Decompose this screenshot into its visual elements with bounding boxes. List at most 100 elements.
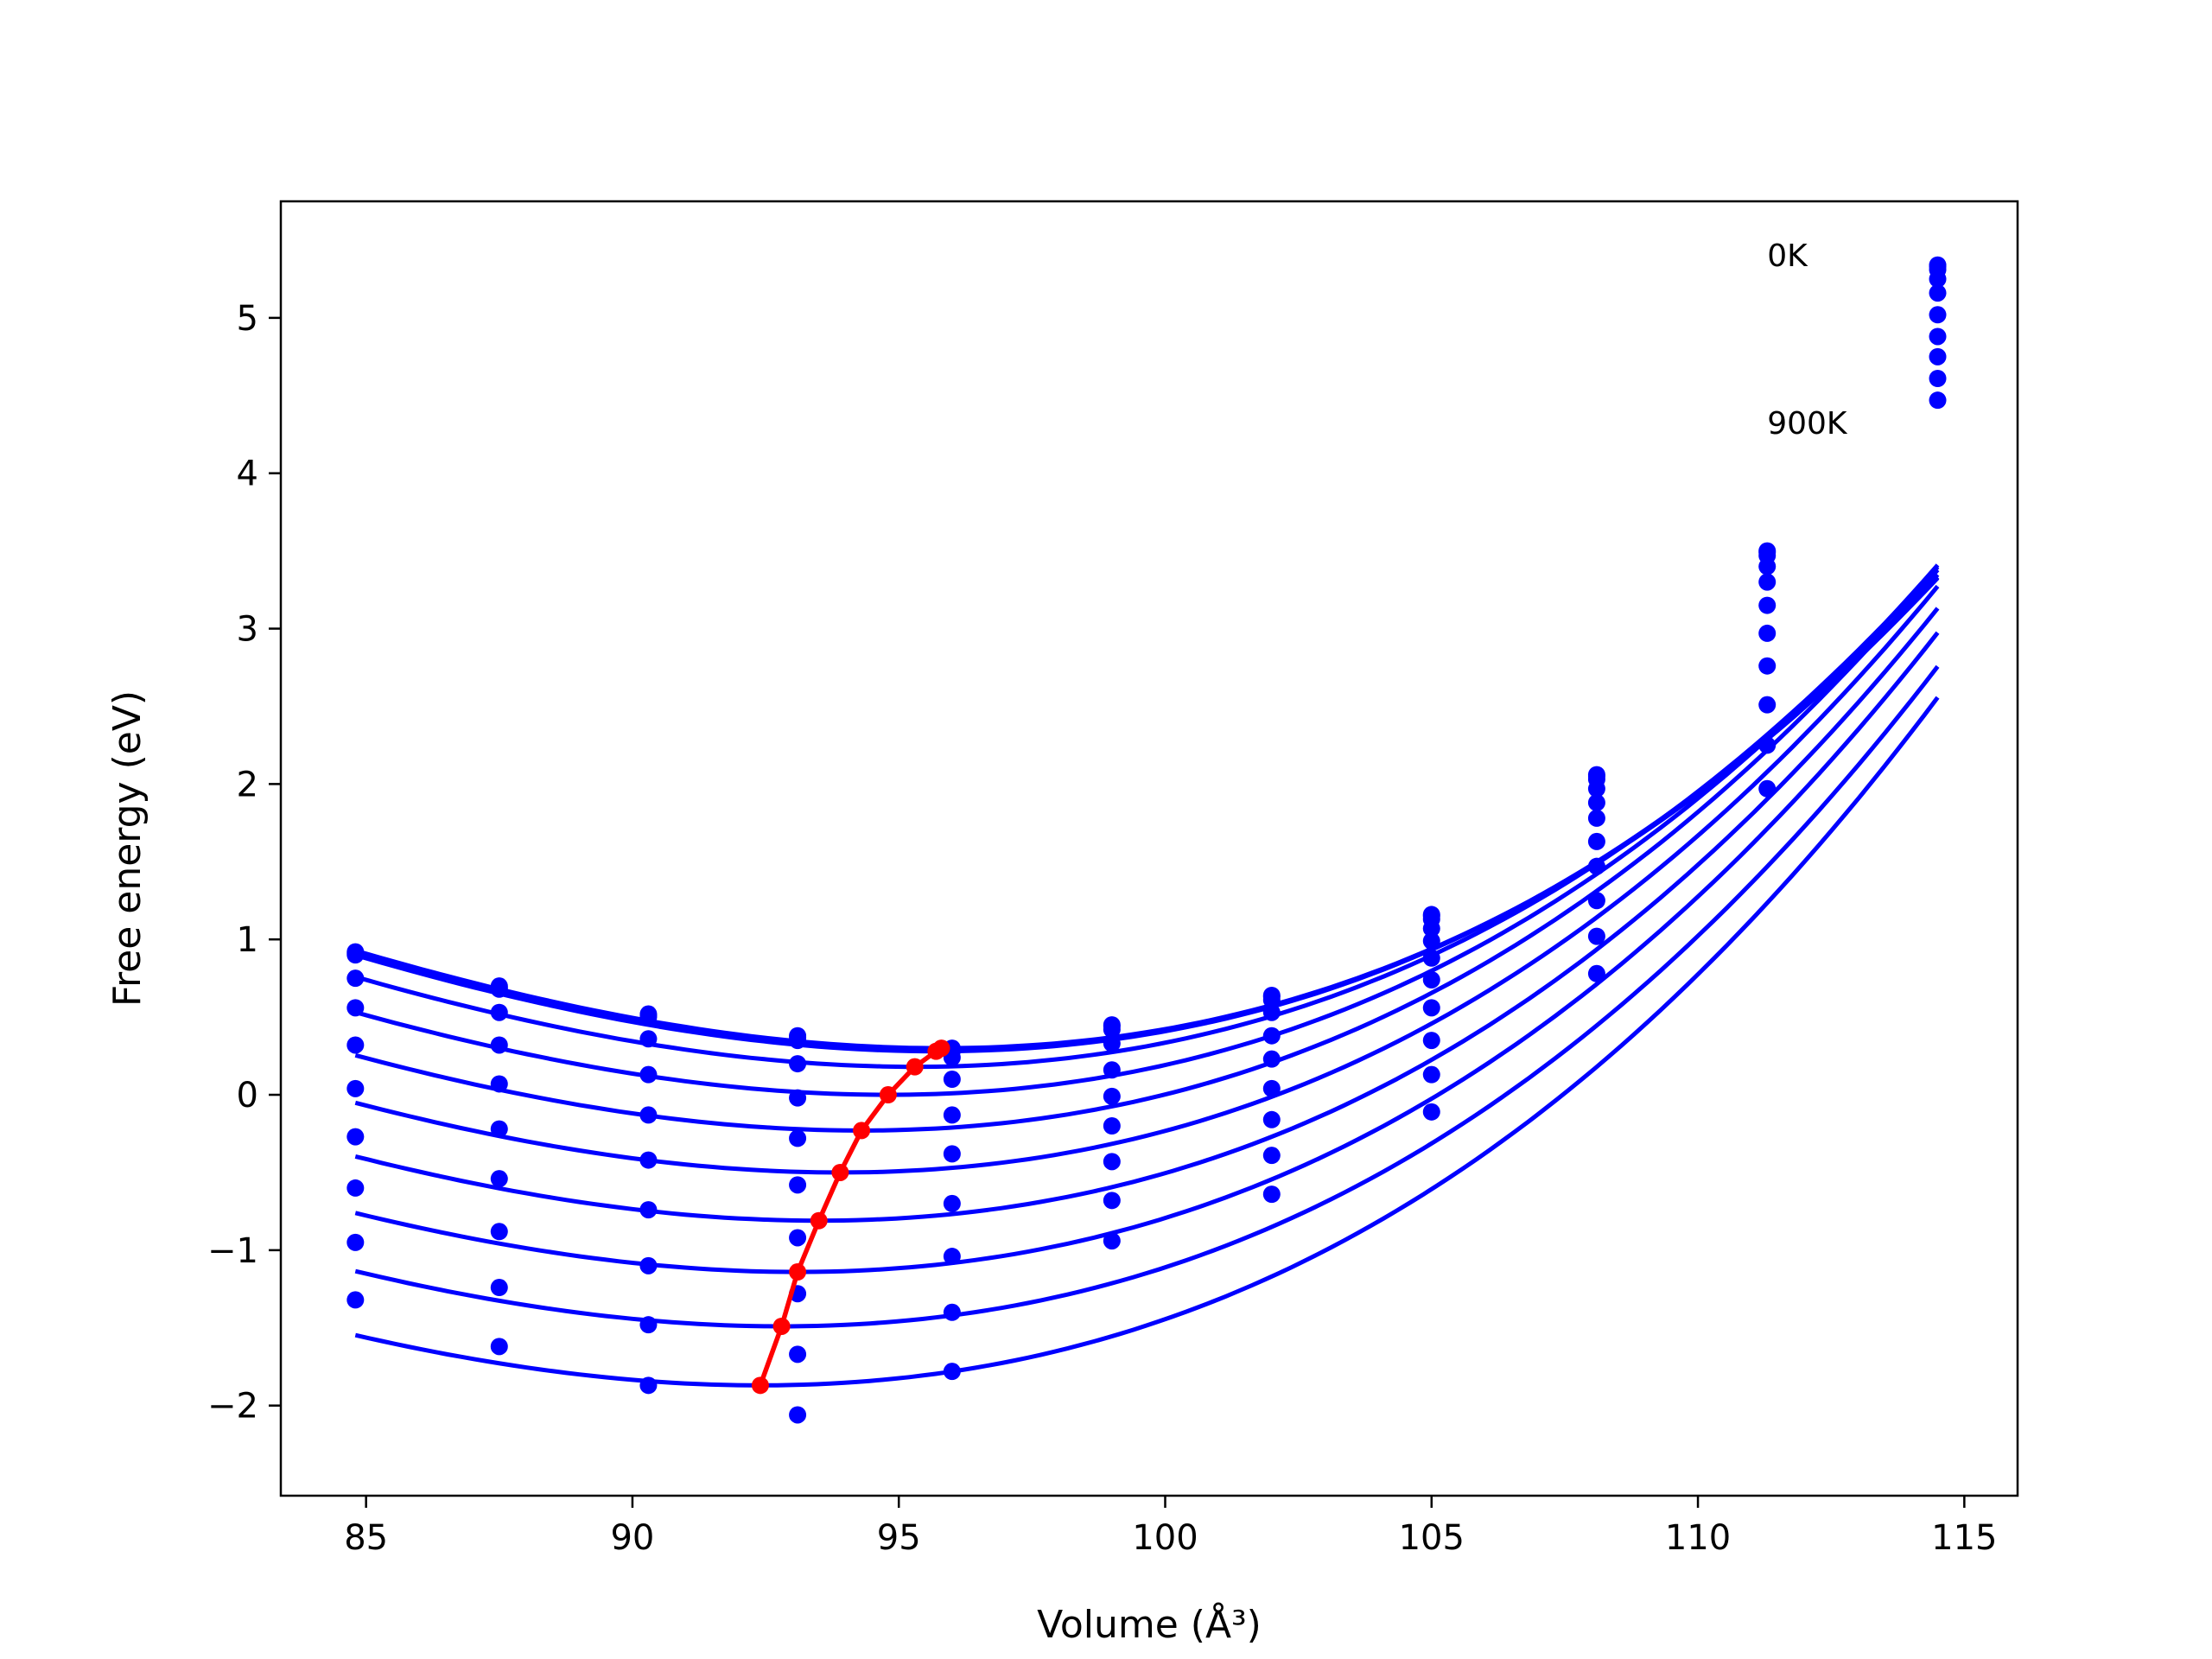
minima-point-6 (879, 1086, 897, 1104)
data-point-8-7 (1422, 1032, 1440, 1050)
x-tick-label-110: 110 (1665, 1518, 1731, 1558)
fit-curve-5 (354, 568, 1940, 1133)
x-tick-label-100: 100 (1132, 1518, 1198, 1558)
data-point-6-3 (789, 1176, 807, 1194)
x-tick-label-95: 95 (877, 1518, 921, 1558)
data-point-6-4 (943, 1145, 961, 1163)
minima-point-3 (810, 1211, 828, 1230)
data-point-8-6 (1262, 1147, 1281, 1165)
data-point-9-7 (1422, 1065, 1440, 1084)
data-point-7-10 (1929, 347, 1947, 365)
data-point-9-3 (789, 1345, 807, 1363)
data-point-8-2 (639, 1256, 658, 1274)
minima-point-2 (789, 1263, 807, 1281)
fit-curve-4 (354, 563, 1940, 1097)
data-point-3-9 (1758, 557, 1777, 575)
data-point-4-5 (1103, 1061, 1121, 1079)
data-point-6-7 (1422, 970, 1440, 988)
data-point-8-1 (490, 1223, 508, 1241)
data-point-6-2 (639, 1151, 658, 1169)
data-point-10-1 (490, 1338, 508, 1356)
y-tick-label-0: 0 (237, 1076, 258, 1116)
data-point-4-1 (490, 1036, 508, 1054)
y-tick-label-4: 4 (237, 454, 258, 494)
data-point-6-10 (1929, 327, 1947, 346)
data-point-8-9 (1758, 696, 1777, 714)
minima-point-1 (772, 1317, 791, 1335)
y-axis-label: Free energy (eV) (105, 690, 149, 1007)
data-point-7-0 (346, 1128, 365, 1146)
fit-curve-6 (354, 584, 1940, 1175)
data-point-4-4 (943, 1071, 961, 1089)
annotation-0: 0K (1767, 238, 1808, 274)
data-point-2-3 (789, 1032, 807, 1050)
data-point-9-2 (639, 1316, 658, 1334)
data-point-10-8 (1587, 964, 1605, 982)
data-point-3-6 (1262, 1003, 1281, 1021)
data-point-4-7 (1422, 932, 1440, 950)
data-point-7-7 (1422, 999, 1440, 1017)
data-point-7-6 (1262, 1110, 1281, 1128)
data-point-4-8 (1587, 793, 1605, 811)
minima-point-9 (932, 1039, 950, 1058)
minima-point-0 (751, 1376, 769, 1395)
data-point-3-1 (490, 1003, 508, 1021)
plot-frame (279, 200, 2019, 1497)
data-point-10-3 (789, 1406, 807, 1424)
data-point-3-10 (1929, 270, 1947, 288)
data-point-2-2 (639, 1008, 658, 1027)
data-point-3-3 (789, 1055, 807, 1073)
data-point-5-7 (1422, 949, 1440, 967)
data-point-6-1 (490, 1120, 508, 1138)
data-point-7-4 (943, 1194, 961, 1212)
data-point-9-1 (490, 1279, 508, 1297)
minima-line (758, 1046, 943, 1387)
data-point-4-9 (1758, 573, 1777, 591)
y-tick-label--2: −2 (207, 1387, 258, 1427)
data-point-2-0 (346, 946, 365, 964)
data-point-6-8 (1587, 832, 1605, 850)
y-tick-label--1: −1 (207, 1231, 258, 1271)
x-tick-label-115: 115 (1931, 1518, 1997, 1558)
data-point-9-0 (346, 1233, 365, 1251)
x-tick-label-90: 90 (610, 1518, 654, 1558)
x-axis-label: Volume (Å³) (1037, 1601, 1262, 1647)
y-tick-label-5: 5 (237, 299, 258, 339)
x-tick-label-105: 105 (1399, 1518, 1465, 1558)
data-point-7-8 (1587, 857, 1605, 875)
data-point-9-6 (1262, 1185, 1281, 1204)
data-point-5-5 (1103, 1087, 1121, 1105)
data-point-10-0 (346, 1291, 365, 1309)
data-point-3-8 (1587, 779, 1605, 798)
fit-curve-9 (354, 664, 1940, 1329)
data-point-5-9 (1758, 596, 1777, 614)
data-point-3-5 (1103, 1034, 1121, 1052)
data-point-9-4 (943, 1303, 961, 1321)
y-tick-label-2: 2 (237, 765, 258, 804)
data-point-9-9 (1758, 736, 1777, 754)
annotation-1: 900K (1767, 406, 1848, 442)
data-point-7-3 (789, 1229, 807, 1247)
data-point-4-3 (789, 1089, 807, 1107)
x-tick-label-85: 85 (344, 1518, 388, 1558)
fit-curve-7 (354, 607, 1940, 1224)
data-point-3-2 (639, 1030, 658, 1048)
data-point-8-8 (1587, 892, 1605, 910)
data-point-8-4 (943, 1248, 961, 1266)
data-point-2-1 (490, 980, 508, 998)
fit-curve-3 (354, 565, 1940, 1070)
minima-point-7 (906, 1058, 924, 1076)
data-point-2-5 (1103, 1020, 1121, 1039)
data-point-4-10 (1929, 284, 1947, 302)
data-point-3-7 (1422, 919, 1440, 938)
annotations: 0K 900K (1767, 238, 1848, 442)
minima-point-5 (853, 1122, 871, 1140)
data-point-9-8 (1587, 927, 1605, 945)
data-point-2-6 (1262, 991, 1281, 1009)
data-point-8-0 (346, 1179, 365, 1197)
data-point-5-3 (789, 1129, 807, 1147)
fit-curves (354, 563, 1940, 1388)
data-points (346, 256, 1947, 1424)
